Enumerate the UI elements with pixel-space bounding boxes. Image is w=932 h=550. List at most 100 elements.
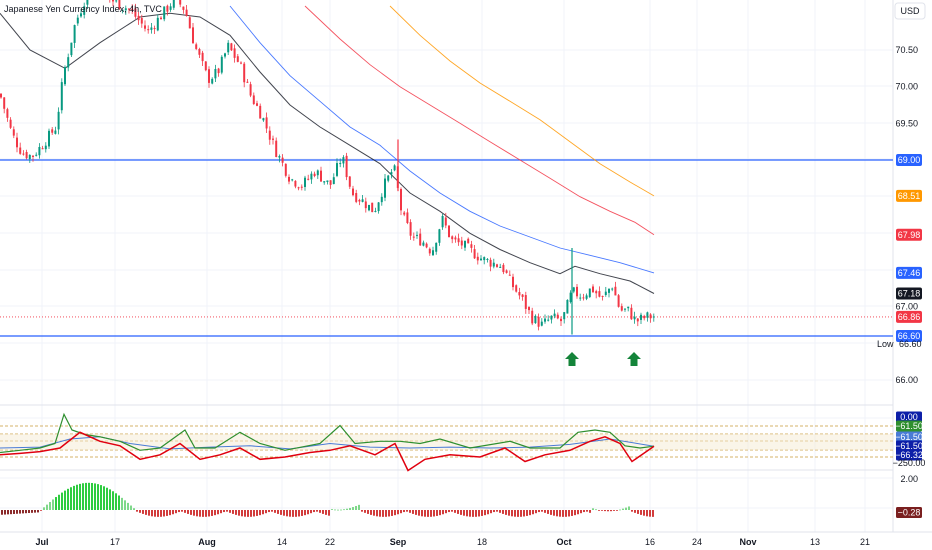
candle-body xyxy=(240,62,242,64)
candle-body xyxy=(297,187,300,189)
histogram-bar xyxy=(310,510,312,514)
candle-body xyxy=(48,130,50,147)
histogram-bar xyxy=(445,510,447,514)
histogram-bar xyxy=(70,487,72,510)
histogram-bar xyxy=(595,509,597,511)
histogram-bar xyxy=(589,510,591,513)
time-tick-label: 13 xyxy=(810,537,820,547)
candle-body xyxy=(28,154,31,159)
candle-body xyxy=(140,18,143,24)
candle-body xyxy=(246,81,249,83)
histogram-bar xyxy=(373,510,375,516)
candle-body xyxy=(307,178,310,180)
candle-body xyxy=(300,186,303,188)
histogram-bar xyxy=(322,510,324,514)
candle-body xyxy=(364,201,367,209)
histogram-bar xyxy=(172,510,174,515)
histogram-bar xyxy=(52,499,54,510)
histogram-bar xyxy=(331,509,333,510)
candle-body xyxy=(550,315,553,320)
candle-body xyxy=(262,118,265,121)
candle-body xyxy=(428,248,431,254)
histogram-bar xyxy=(283,510,285,516)
time-tick-label: 21 xyxy=(860,537,870,547)
candle-body xyxy=(556,314,559,319)
candle-body xyxy=(16,137,18,148)
time-tick-label: 14 xyxy=(277,537,287,547)
histogram-bar xyxy=(196,510,198,517)
histogram-bar xyxy=(439,510,441,516)
candle-body xyxy=(144,25,146,29)
histogram-bar xyxy=(241,510,243,517)
candle-body xyxy=(57,111,60,130)
candle-body xyxy=(544,318,546,322)
histogram-bar xyxy=(277,510,279,514)
osc-tag-label: −61.50 xyxy=(895,441,923,451)
histogram-bar xyxy=(211,510,213,516)
histogram-bar xyxy=(298,510,300,517)
histogram-bar xyxy=(16,510,18,514)
price-tag-label: 67.98 xyxy=(898,230,921,240)
histogram-bar xyxy=(448,510,450,513)
candle-body xyxy=(259,105,262,119)
candle-body xyxy=(486,258,489,260)
price-tag-68.51 xyxy=(896,189,922,202)
histogram-bar xyxy=(349,507,351,510)
histogram-bar xyxy=(568,510,570,517)
histogram-bar xyxy=(583,510,585,513)
histogram-bar xyxy=(13,510,15,514)
histogram-bar xyxy=(412,510,414,514)
histogram-bar xyxy=(268,510,270,513)
histogram-bar xyxy=(541,510,543,512)
candle-body xyxy=(470,244,473,248)
histogram-bar xyxy=(601,510,603,511)
candle-body xyxy=(502,264,505,273)
candle-body xyxy=(0,93,2,98)
histogram-bar xyxy=(202,510,204,517)
histogram-bar xyxy=(550,510,552,515)
histogram-bar xyxy=(154,510,156,517)
candle-body xyxy=(400,189,402,211)
candle-body xyxy=(54,130,57,134)
sma_black-line xyxy=(0,12,655,294)
time-tick-label: 24 xyxy=(692,537,702,547)
histogram-bar xyxy=(358,504,360,510)
candle-body xyxy=(211,78,214,84)
histogram-bar xyxy=(229,510,231,513)
histogram-bar xyxy=(580,510,582,514)
price-tag-67.18 xyxy=(896,287,922,300)
currency-button[interactable]: USD xyxy=(894,2,926,20)
histogram-bar xyxy=(496,510,498,512)
candle-body xyxy=(249,84,252,96)
candle-body xyxy=(640,314,642,320)
candle-body xyxy=(403,212,406,215)
candle-body xyxy=(35,154,38,156)
histogram-bar xyxy=(190,510,192,515)
candle-body xyxy=(406,212,409,224)
histogram-bar xyxy=(334,509,336,511)
candle-body xyxy=(201,52,204,62)
currency-button-label: USD xyxy=(900,6,920,16)
histogram-bar xyxy=(361,510,363,512)
candle-body xyxy=(160,17,162,20)
histogram-bar xyxy=(628,506,630,510)
candle-body xyxy=(572,287,575,292)
histogram-bar xyxy=(556,510,558,517)
time-tick-label: 16 xyxy=(645,537,655,547)
candle-body xyxy=(387,175,390,181)
histogram-bar xyxy=(214,510,216,516)
candle-body xyxy=(169,6,172,10)
candle-body xyxy=(617,295,620,307)
histogram-bar xyxy=(205,510,207,517)
histogram-bar xyxy=(199,510,201,517)
histogram-bar xyxy=(526,510,528,516)
histogram-bar xyxy=(571,510,573,516)
candle-body xyxy=(329,180,332,185)
histogram-bar xyxy=(37,510,39,513)
price-axis[interactable]: 70.50 70.00 69.50 67.00 66.00 69.00 68.51 67.98… xyxy=(877,45,925,518)
time-axis[interactable]: Jul 17 Aug 14 22 Sep 18 Oct 16 24 Nov 13 21 xyxy=(35,537,870,547)
candle-body xyxy=(476,256,479,261)
osc-tag-label: 0.00 xyxy=(900,412,918,422)
candle-body xyxy=(540,321,543,326)
